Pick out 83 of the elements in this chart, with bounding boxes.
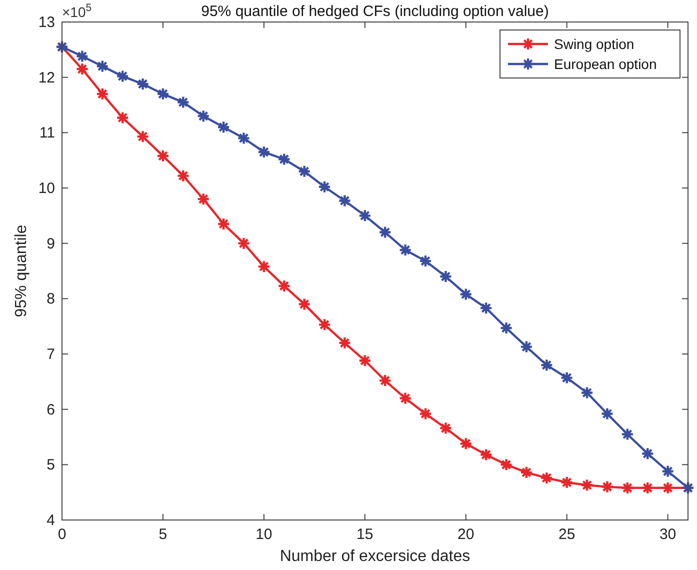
point	[96, 87, 109, 101]
point	[459, 437, 472, 450]
point	[318, 180, 332, 194]
y-tick-label: 5	[46, 456, 55, 474]
point	[418, 407, 432, 420]
point	[620, 428, 634, 441]
point	[318, 318, 332, 332]
y-tick-label: 6	[46, 401, 55, 418]
point	[216, 217, 230, 231]
point	[661, 464, 674, 478]
point	[298, 298, 311, 311]
legend-label: European option	[554, 56, 657, 72]
point	[116, 111, 130, 124]
x-tick-label: 15	[356, 526, 374, 543]
point	[136, 77, 150, 91]
point	[338, 194, 352, 208]
point	[641, 447, 654, 460]
point	[540, 471, 554, 485]
point	[459, 288, 472, 301]
point	[216, 120, 230, 134]
point	[237, 236, 250, 250]
point	[378, 226, 392, 239]
point	[196, 109, 210, 123]
point	[156, 149, 170, 163]
point	[176, 96, 190, 109]
y-tick-label: 8	[46, 290, 55, 308]
point	[479, 301, 493, 315]
point	[439, 422, 452, 435]
y-tick-label: 12	[38, 69, 55, 86]
chart-title: 95% quantile of hedged CFs (including option value)	[201, 3, 549, 20]
point	[176, 169, 190, 182]
point	[540, 358, 554, 372]
point	[600, 407, 614, 420]
point	[398, 392, 412, 405]
x-tick-label: 20	[458, 526, 474, 543]
x-tick-label: 30	[659, 526, 676, 543]
x-axis-title: Number of excersice dates	[280, 548, 470, 565]
point	[661, 481, 674, 495]
point	[237, 132, 250, 145]
point	[278, 152, 291, 166]
point	[560, 476, 574, 489]
point	[257, 145, 271, 159]
x-tick-label: 10	[256, 526, 272, 543]
point	[116, 70, 130, 83]
point	[358, 354, 372, 368]
point	[196, 192, 210, 206]
point	[76, 62, 89, 76]
point	[439, 270, 452, 284]
point	[338, 336, 352, 350]
point	[500, 458, 513, 472]
point	[398, 243, 412, 257]
x-tick-label: 5	[158, 526, 168, 543]
point	[560, 371, 574, 384]
legend-label: Swing option	[554, 36, 634, 52]
x-tick-label: 0	[58, 526, 66, 543]
point	[298, 164, 311, 178]
point	[520, 340, 534, 354]
point	[620, 481, 634, 495]
y-tick-label: 7	[46, 346, 55, 363]
point	[479, 448, 493, 462]
text: ×10$^{5}$	[62, 2, 92, 20]
point	[278, 279, 291, 293]
point	[257, 260, 271, 274]
point	[156, 87, 170, 101]
point	[580, 386, 594, 400]
y-tick-label: 10	[38, 180, 55, 197]
point	[136, 130, 150, 144]
point	[96, 60, 109, 73]
point	[641, 481, 654, 495]
x-tick-label: 25	[558, 526, 576, 543]
y-tick-label: 13	[38, 14, 55, 31]
y-tick-label: 4	[46, 512, 55, 529]
point	[76, 50, 89, 63]
point	[580, 478, 594, 492]
point	[600, 480, 614, 494]
y-axis-title: 95% quantile	[13, 224, 30, 318]
point	[520, 466, 534, 480]
y-tick-label: 9	[46, 235, 55, 252]
point	[500, 321, 513, 335]
point	[418, 254, 432, 268]
point	[358, 209, 372, 222]
point	[378, 374, 392, 388]
y-tick-label: 11	[39, 124, 55, 142]
